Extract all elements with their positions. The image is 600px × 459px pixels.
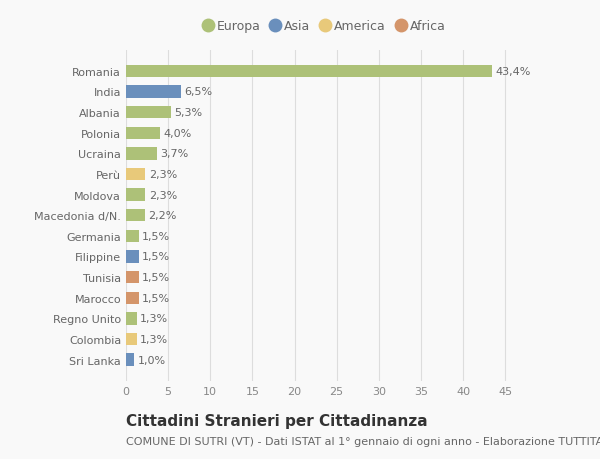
Text: 1,5%: 1,5% [142,252,170,262]
Text: 3,7%: 3,7% [161,149,189,159]
Bar [126,292,139,304]
Legend: Europa, Asia, America, Africa: Europa, Asia, America, Africa [203,20,445,34]
Text: 2,3%: 2,3% [149,190,177,200]
Bar [126,168,145,181]
Bar [126,271,139,284]
Text: 2,3%: 2,3% [149,169,177,179]
Bar [126,251,139,263]
Text: 1,5%: 1,5% [142,273,170,282]
Bar [126,210,145,222]
Bar [126,189,145,202]
Bar [126,313,137,325]
Text: 1,5%: 1,5% [142,231,170,241]
Bar [126,230,139,242]
Text: 5,3%: 5,3% [174,108,202,118]
Text: 4,0%: 4,0% [163,129,191,139]
Text: 2,2%: 2,2% [148,211,176,221]
Bar [126,333,137,345]
Text: 1,0%: 1,0% [138,355,166,365]
Text: 1,3%: 1,3% [140,313,169,324]
Bar [126,66,491,78]
Bar [126,106,170,119]
Text: COMUNE DI SUTRI (VT) - Dati ISTAT al 1° gennaio di ogni anno - Elaborazione TUTT: COMUNE DI SUTRI (VT) - Dati ISTAT al 1° … [126,436,600,446]
Bar [126,127,160,140]
Bar [126,353,134,366]
Text: 6,5%: 6,5% [184,87,212,97]
Text: 1,3%: 1,3% [140,334,169,344]
Text: Cittadini Stranieri per Cittadinanza: Cittadini Stranieri per Cittadinanza [126,413,428,428]
Text: 43,4%: 43,4% [495,67,530,77]
Text: 1,5%: 1,5% [142,293,170,303]
Bar [126,86,181,98]
Bar [126,148,157,160]
